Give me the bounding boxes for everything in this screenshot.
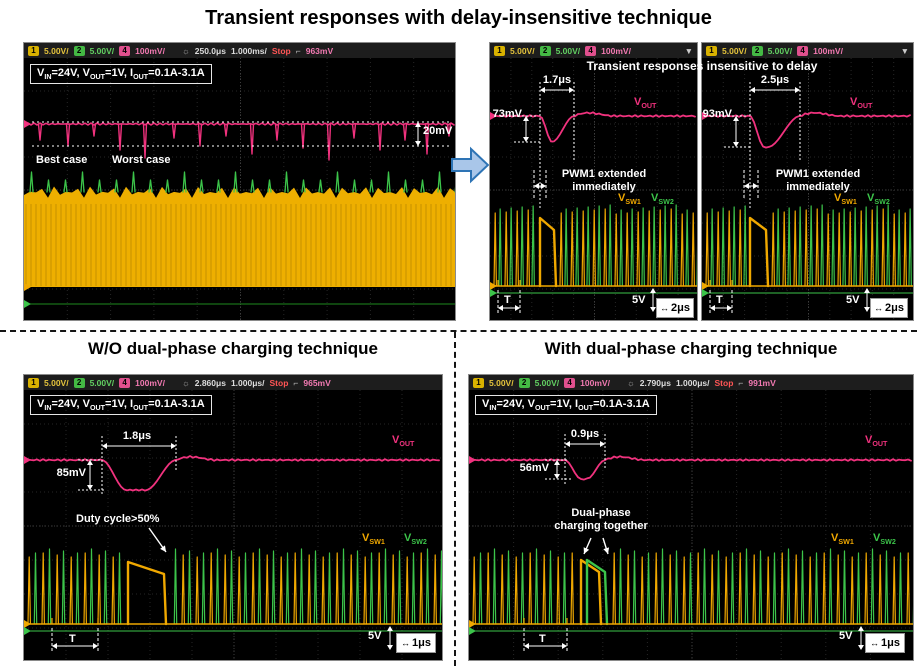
scope-overview: 1 5.00V/2 5.00V/4 100mV/☼ 250.0μs 1.000ms/Sto…	[23, 42, 456, 321]
waveform-canvas	[24, 58, 455, 320]
vsw2-trace-label: VSW2	[404, 532, 427, 547]
h-arrow-icon: ↔	[401, 638, 411, 648]
figure-title: Transient responses with delay-insensiti…	[205, 7, 712, 29]
period-label: T	[716, 294, 723, 306]
scope-screen: 2.5μs 93mV VOUT PWM1 extended immediatel…	[702, 58, 913, 320]
time-scale-box: ↔ 1μs	[396, 633, 436, 653]
time-scale-box: ↔ 2μs	[656, 298, 694, 318]
waveform-canvas	[24, 390, 442, 660]
scope-with-dual-phase: 1 5.00V/2 5.00V/4 100mV/☼ 2.790μs 1.000μs/Sto…	[468, 374, 914, 661]
h-arrow-icon: ↔	[660, 303, 670, 313]
time-scale-box: ↔ 2μs	[870, 298, 908, 318]
scope-screen: 1.7μs 73mV VOUT PWM1 extended immediatel…	[490, 58, 697, 320]
period-label: T	[69, 633, 76, 645]
recovery-time-annotation: 0.9μs	[570, 428, 600, 440]
vout-trace-label: VOUT	[392, 434, 415, 449]
scope-screen: VIN=24V, VOUT=1V, IOUT=0.1A-3.1A Best ca…	[24, 58, 455, 320]
recovery-time-annotation: 2.5μs	[760, 74, 790, 86]
ripple-annotation: 20mV	[423, 125, 453, 137]
section-title-wo: W/O dual-phase charging technique	[88, 339, 378, 358]
vsw1-trace-label: VSW1	[362, 532, 385, 547]
volt-scale-label: 5V	[368, 630, 382, 642]
pwm-note: PWM1 extended immediately	[775, 168, 861, 194]
h-arrow-icon: ↔	[874, 303, 884, 313]
time-scale-box: ↔ 1μs	[865, 633, 905, 653]
scope-header: 1 5.00V/2 5.00V/4 100mV/▼	[702, 43, 913, 59]
test-conditions-label: VIN=24V, VOUT=1V, IOUT=0.1A-3.1A	[30, 64, 212, 85]
scope-header: 1 5.00V/2 5.00V/4 100mV/☼ 2.790μs 1.000μs/Sto…	[469, 375, 913, 391]
delay-banner: Transient responses insensitive to delay	[586, 59, 818, 73]
vsw2-trace-label: VSW2	[867, 192, 890, 207]
dashed-divider-horizontal	[0, 330, 917, 332]
period-label: T	[504, 294, 511, 306]
recovery-time-annotation: 1.8μs	[122, 430, 152, 442]
undershoot-annotation: 73mV	[492, 108, 522, 120]
scope-screen: VIN=24V, VOUT=1V, IOUT=0.1A-3.1A 1.8μs 8…	[24, 390, 442, 660]
undershoot-annotation: 85mV	[56, 467, 86, 479]
scope-screen: VIN=24V, VOUT=1V, IOUT=0.1A-3.1A 0.9μs 5…	[469, 390, 913, 660]
test-conditions-label: VIN=24V, VOUT=1V, IOUT=0.1A-3.1A	[30, 395, 212, 416]
vout-trace-label: VOUT	[634, 96, 657, 111]
volt-scale-label: 5V	[846, 294, 860, 306]
scope-without-dual-phase: 1 5.00V/2 5.00V/4 100mV/☼ 2.860μs 1.000μs/Sto…	[23, 374, 443, 661]
vout-trace-label: VOUT	[865, 434, 888, 449]
volt-scale-label: 5V	[839, 630, 853, 642]
recovery-time-annotation: 1.7μs	[542, 74, 572, 86]
right-arrow-icon	[451, 146, 490, 184]
waveform-canvas	[490, 58, 697, 320]
vsw1-trace-label: VSW1	[834, 192, 857, 207]
dual-phase-note: Dual-phase charging together	[554, 507, 648, 533]
vout-trace-label: VOUT	[850, 96, 873, 111]
waveform-canvas	[702, 58, 913, 320]
scope-delay-case-1: 1 5.00V/2 5.00V/4 100mV/▼ 1.7μs 73mV VOUT P…	[489, 42, 698, 321]
scope-delay-case-2: 1 5.00V/2 5.00V/4 100mV/▼ 2.5μs 93mV VOUT P…	[701, 42, 914, 321]
duty-cycle-note: Duty cycle>50%	[76, 513, 160, 525]
best-case-label: Best case	[36, 154, 88, 166]
test-conditions-label: VIN=24V, VOUT=1V, IOUT=0.1A-3.1A	[475, 395, 657, 416]
h-arrow-icon: ↔	[870, 638, 880, 648]
waveform-canvas	[469, 390, 913, 660]
vsw1-trace-label: VSW1	[618, 192, 641, 207]
period-label: T	[539, 633, 546, 645]
vsw2-trace-label: VSW2	[873, 532, 896, 547]
scope-header: 1 5.00V/2 5.00V/4 100mV/▼	[490, 43, 697, 59]
vsw1-trace-label: VSW1	[831, 532, 854, 547]
scope-header: 1 5.00V/2 5.00V/4 100mV/☼ 2.860μs 1.000μs/Sto…	[24, 375, 442, 391]
scope-header: 1 5.00V/2 5.00V/4 100mV/☼ 250.0μs 1.000ms/Sto…	[24, 43, 455, 59]
section-title-with: With dual-phase charging technique	[544, 339, 838, 358]
volt-scale-label: 5V	[632, 294, 646, 306]
vsw2-trace-label: VSW2	[651, 192, 674, 207]
worst-case-label: Worst case	[112, 154, 171, 166]
undershoot-annotation: 93mV	[702, 108, 732, 120]
dashed-divider-vertical	[454, 332, 456, 666]
pwm-note: PWM1 extended immediately	[561, 168, 647, 194]
undershoot-annotation: 56mV	[519, 462, 549, 474]
